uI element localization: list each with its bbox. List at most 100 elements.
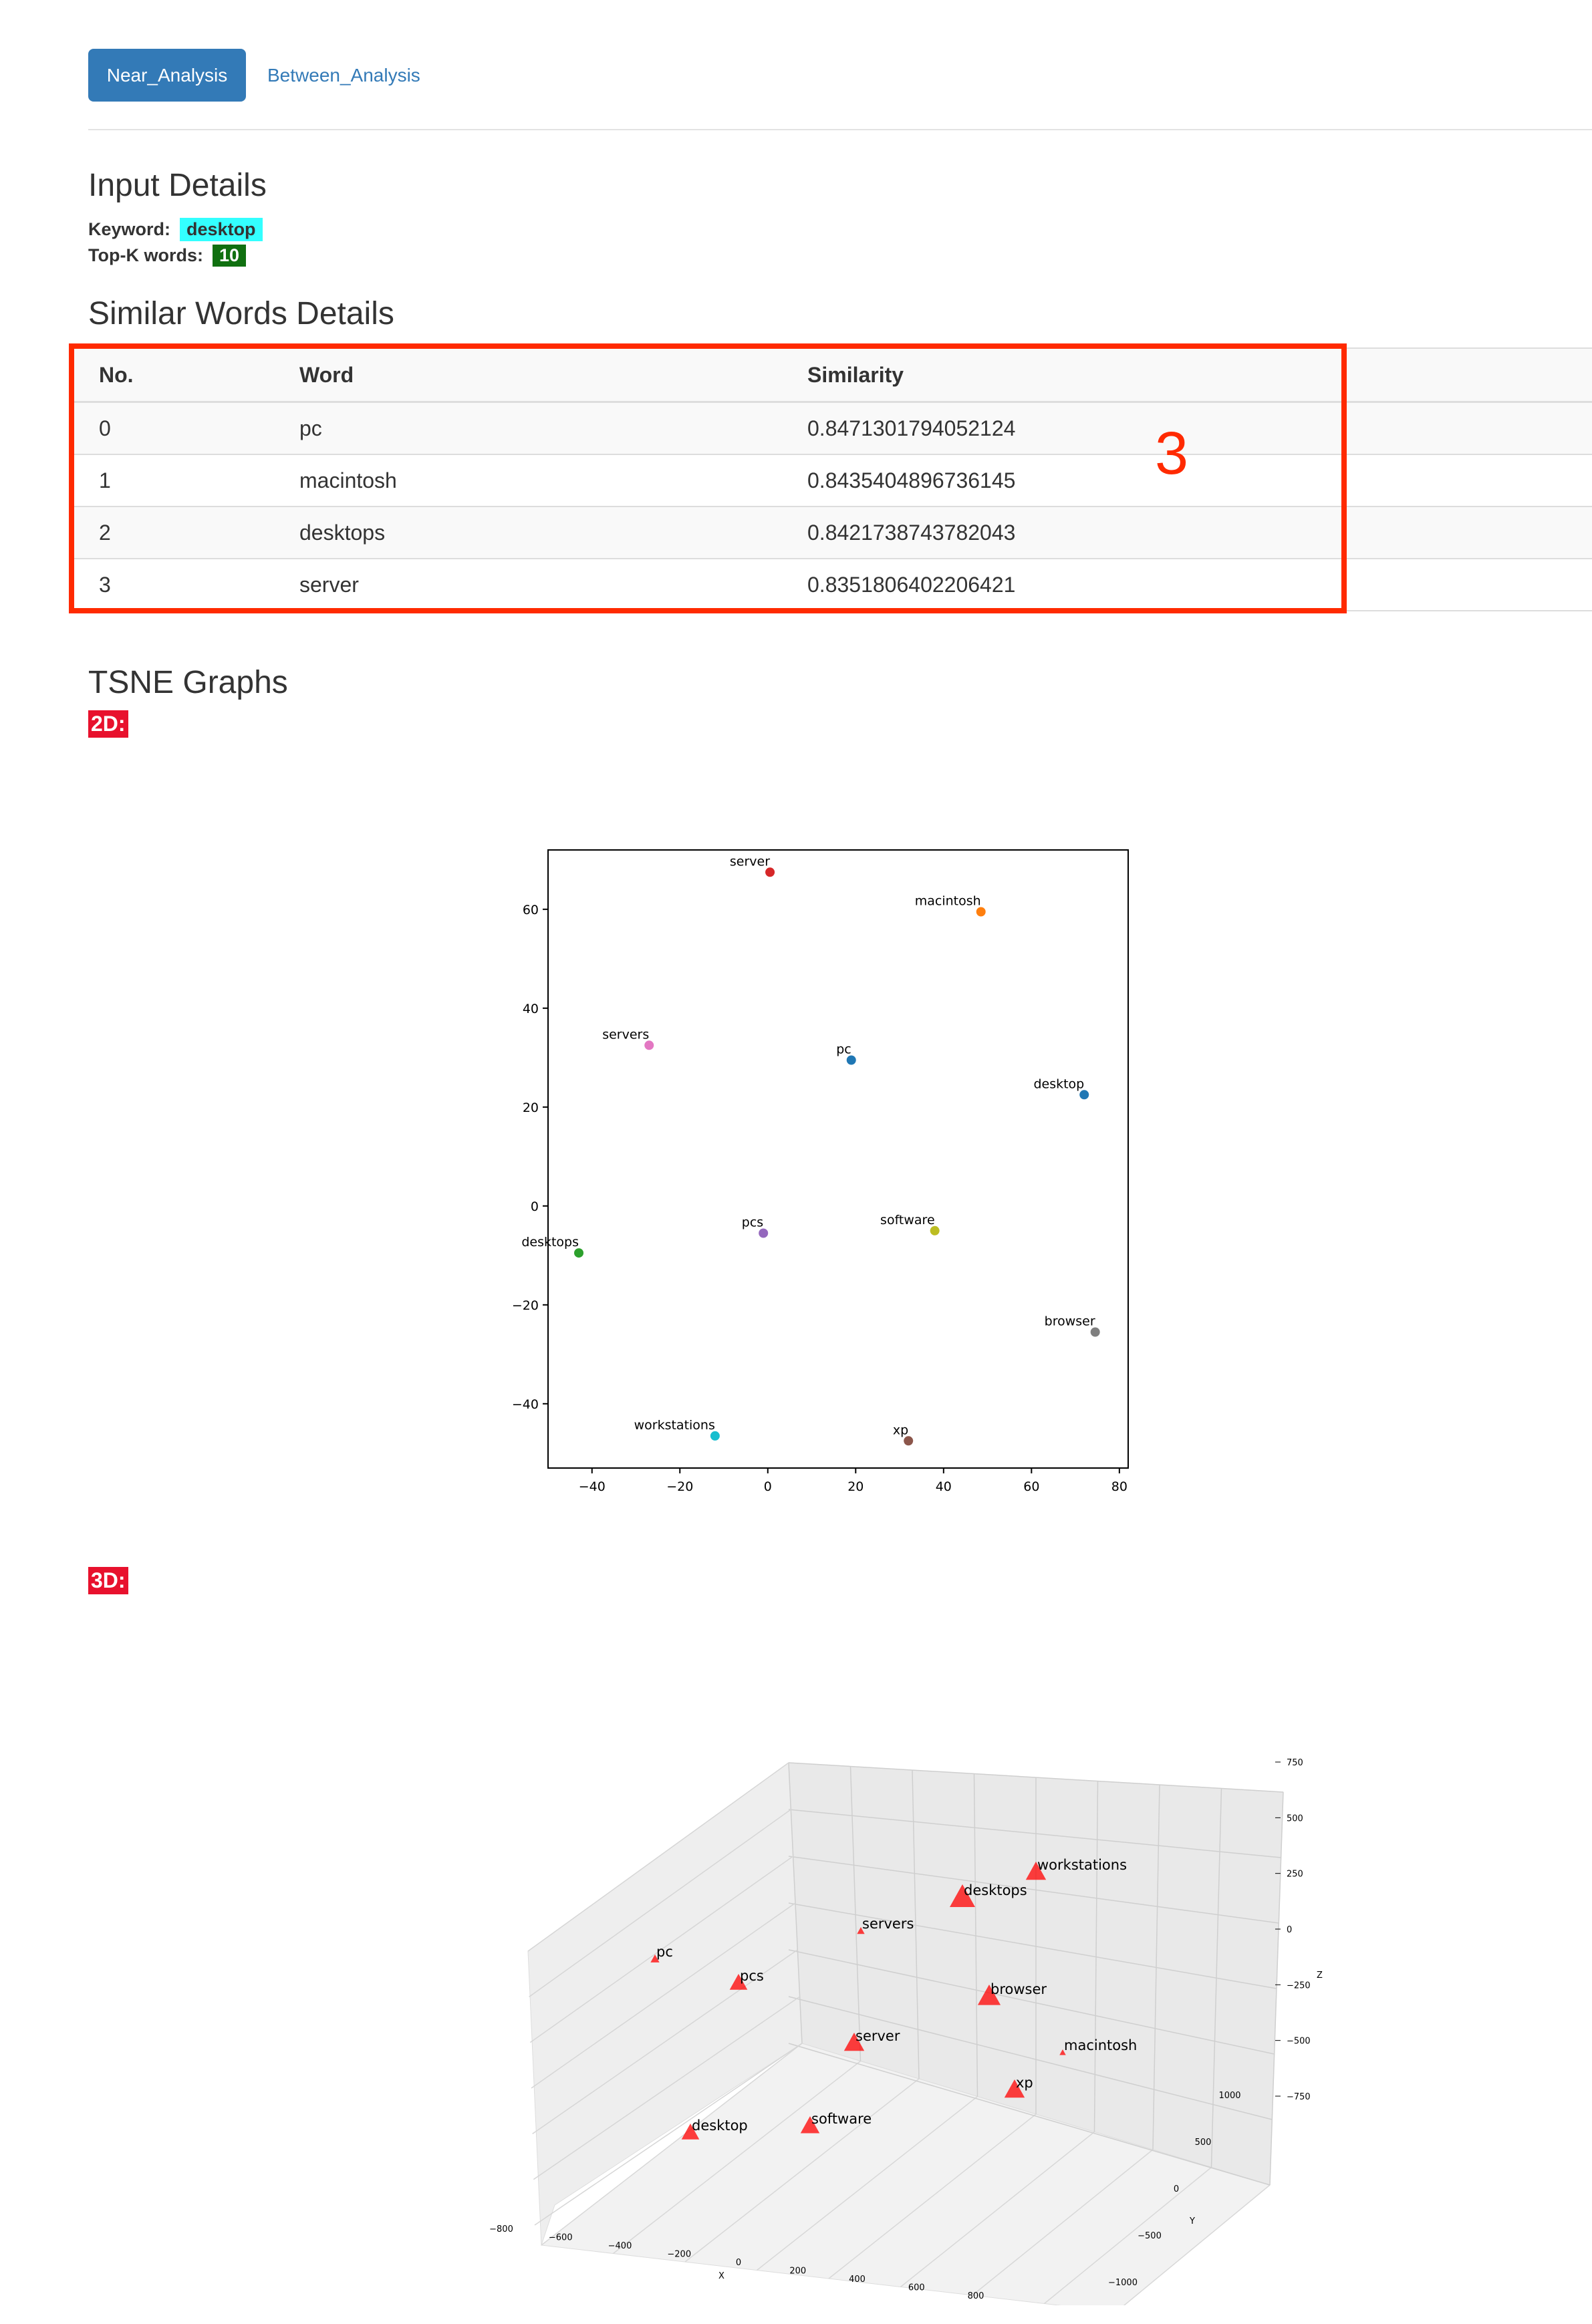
table-header-row: No. Word Similarity — [74, 347, 1592, 403]
point-label: desktop — [692, 2118, 748, 2134]
x-tick-label: 400 — [849, 2275, 866, 2285]
data-point — [681, 2124, 700, 2140]
grid-line — [527, 1762, 789, 1952]
label-2d: 2D: — [88, 710, 128, 738]
point-label: software — [811, 2111, 872, 2127]
grid-line — [972, 2149, 1154, 2296]
point-label: pcs — [742, 1215, 763, 1230]
data-point — [846, 1055, 856, 1065]
z-tick-label: 750 — [1287, 1758, 1303, 1768]
point-label: pc — [836, 1042, 851, 1057]
data-point — [930, 1225, 940, 1236]
data-point — [977, 1985, 1001, 2005]
x-tick-label: 20 — [847, 1479, 864, 1494]
y-tick-label: 0 — [531, 1199, 539, 1214]
cell-similarity: 0.8421738743782043 — [782, 506, 1592, 559]
label-3d: 3D: — [88, 1567, 128, 1594]
x-tick-label: 0 — [736, 2258, 741, 2268]
data-point — [729, 1974, 748, 1990]
x-tick-label: 60 — [1023, 1479, 1039, 1494]
grid-line — [531, 1902, 796, 2089]
data-point — [800, 2116, 820, 2134]
z-tick-label: 0 — [1287, 1925, 1292, 1935]
data-point — [1090, 1327, 1100, 1337]
keyword-value: desktop — [180, 218, 263, 241]
cell-word: server — [274, 559, 782, 611]
nav-tabs: Near_Analysis Between_Analysis — [88, 49, 1592, 130]
data-point — [759, 1228, 769, 1238]
y-tick-label: 0 — [1174, 2184, 1179, 2194]
point-label: macintosh — [915, 894, 981, 909]
point-label: pc — [656, 1944, 673, 1960]
data-point — [765, 867, 775, 877]
grid-line — [788, 1809, 1281, 1858]
data-point — [843, 2033, 865, 2051]
input-details-title: Input Details — [88, 168, 267, 203]
grid-line — [900, 2131, 1095, 2288]
grid-line — [684, 2078, 920, 2263]
x-tick-label: 40 — [936, 1479, 952, 1494]
z-axis-label: Z — [1317, 1971, 1323, 1981]
grid-line — [788, 2043, 1271, 2186]
grid-line — [1123, 2184, 1271, 2305]
x-tick-label: 600 — [908, 2283, 925, 2293]
grid-line — [532, 1949, 798, 2134]
point-label: xp — [893, 1423, 908, 1437]
cell-similarity: 0.8435404896736145 — [782, 454, 1592, 507]
grid-line — [788, 1762, 1284, 1793]
point-label: desktops — [964, 1882, 1027, 1898]
y-tick-label: −20 — [512, 1298, 539, 1313]
keyword-label: Keyword: — [88, 219, 171, 239]
data-point — [950, 1884, 975, 1907]
point-label: software — [880, 1213, 935, 1227]
similar-words-title: Similar Words Details — [88, 296, 394, 331]
x-tick-label: 800 — [968, 2291, 984, 2301]
tab-between-analysis[interactable]: Between_Analysis — [267, 64, 420, 86]
grid-line — [788, 1856, 1279, 1924]
plot-frame — [547, 849, 1129, 1469]
data-point — [1025, 1862, 1047, 1880]
y-tick-label: 1000 — [1218, 2091, 1240, 2101]
table-row: 3 server 0.8351806402206421 — [74, 559, 1592, 611]
cell-no: 3 — [74, 559, 274, 611]
data-point — [644, 1040, 654, 1050]
tsne-title: TSNE Graphs — [88, 665, 288, 700]
grid-line — [788, 1996, 1273, 2120]
cell-similarity: 0.8471301794052124 — [782, 402, 1592, 455]
y-axis-label: Y — [1189, 2216, 1195, 2226]
table-row: 2 desktops 0.8421738743782043 — [74, 506, 1592, 559]
point-label: browser — [990, 1981, 1047, 1997]
y-tick-label: 500 — [1195, 2138, 1212, 2148]
point-label: pcs — [740, 1968, 764, 1984]
x-tick-label: 200 — [789, 2267, 806, 2277]
data-point — [574, 1248, 584, 1258]
grid-line — [613, 2060, 861, 2255]
y-tick-label: 40 — [523, 1002, 539, 1016]
x-axis-label: X — [718, 2271, 724, 2281]
point-label: servers — [602, 1027, 649, 1042]
cell-no: 2 — [74, 506, 274, 559]
header-word: Word — [274, 347, 782, 403]
point-label: servers — [862, 1916, 914, 1932]
x-tick-label: −600 — [549, 2233, 573, 2243]
point-label: server — [855, 2028, 900, 2044]
z-tick-label: 250 — [1287, 1870, 1303, 1880]
data-point — [1004, 2079, 1025, 2098]
cell-word: desktops — [274, 506, 782, 559]
grid-line — [788, 1949, 1275, 2055]
table-row: 1 macintosh 0.8435404896736145 — [74, 454, 1592, 507]
data-point — [904, 1436, 914, 1446]
point-label: desktop — [1033, 1076, 1084, 1091]
x-tick-label: −800 — [489, 2224, 513, 2234]
keyword-row: Keyword: desktop — [88, 218, 263, 241]
data-point — [1079, 1090, 1089, 1100]
point-label: workstations — [634, 1418, 715, 1433]
x-tick-label: −40 — [579, 1479, 606, 1494]
x-tick-label: 80 — [1111, 1479, 1127, 1494]
topk-badge: 10 — [212, 245, 247, 267]
z-tick-label: −750 — [1287, 2092, 1311, 2102]
tab-near-analysis[interactable]: Near_Analysis — [88, 49, 246, 102]
x-tick-label: −400 — [608, 2241, 632, 2251]
point-label: macintosh — [1064, 2037, 1137, 2053]
header-similarity: Similarity — [782, 347, 1592, 403]
